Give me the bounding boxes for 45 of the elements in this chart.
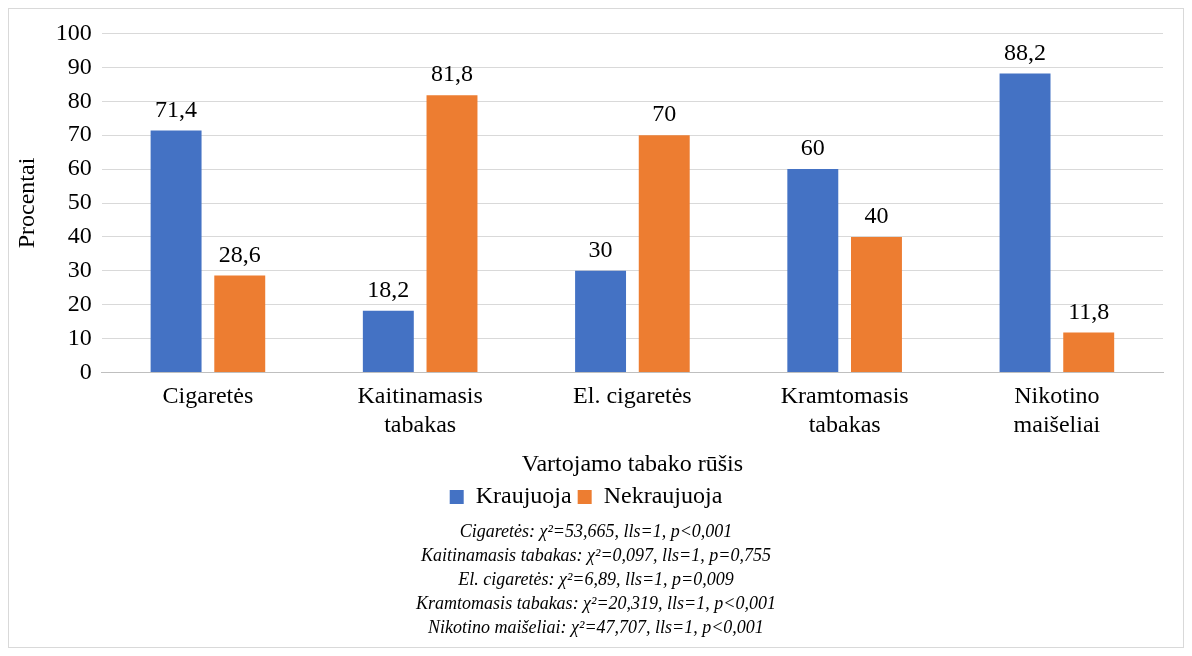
text: Kramtomasis tabakas: χ²=20,319, lls=1, p<0,001 bbox=[415, 592, 777, 615]
y-tick-label: 50 bbox=[67, 188, 92, 215]
bar bbox=[1063, 332, 1115, 373]
bar bbox=[851, 236, 902, 373]
x-axis-title: Vartojamo tabako rūšis bbox=[521, 449, 744, 476]
data-label: 18,2 bbox=[367, 276, 410, 303]
legend-label: Nekraujuoja bbox=[603, 482, 723, 509]
text: Nikotino maišeliai: χ²=47,707, lls=1, p<0,001 bbox=[427, 616, 765, 639]
y-tick-label: 30 bbox=[67, 256, 92, 283]
bar bbox=[214, 275, 266, 373]
y-tick-label: 0 bbox=[79, 357, 92, 384]
bar bbox=[150, 130, 202, 373]
data-label: 70 bbox=[652, 100, 677, 127]
y-tick-label: 40 bbox=[67, 222, 92, 249]
bar bbox=[426, 95, 478, 373]
data-label: 88,2 bbox=[1004, 38, 1047, 65]
y-tick-label: 20 bbox=[67, 290, 92, 317]
bar bbox=[575, 270, 627, 373]
x-tick-label: Kaitinamasis tabakas bbox=[357, 382, 483, 438]
data-label: 30 bbox=[588, 236, 613, 263]
data-label: 11,8 bbox=[1068, 297, 1110, 324]
data-label: 28,6 bbox=[218, 240, 261, 267]
y-tick-label: 60 bbox=[67, 154, 92, 181]
text: El. cigaretės: χ²=6,89, lls=1, p=0,009 bbox=[457, 568, 735, 591]
x-tick-label: Kramtomasis tabakas bbox=[780, 382, 909, 438]
bar bbox=[787, 169, 839, 373]
text: Cigaretės: χ²=53,665, lls=1, p<0,001 bbox=[458, 520, 734, 543]
y-tick-label: 10 bbox=[67, 323, 92, 350]
y-tick-label: 90 bbox=[67, 52, 92, 79]
data-label: 60 bbox=[800, 134, 825, 161]
y-axis-title: Procentai bbox=[12, 157, 39, 249]
bar bbox=[362, 310, 414, 373]
y-tick-label: 80 bbox=[67, 86, 92, 113]
y-tick-label: 100 bbox=[55, 18, 92, 45]
bar bbox=[999, 73, 1051, 373]
x-tick-label: Nikotino maišeliai bbox=[1013, 382, 1101, 438]
data-label: 71,4 bbox=[155, 95, 198, 122]
x-tick-label: Cigaretės bbox=[162, 382, 254, 409]
data-label: 40 bbox=[864, 202, 889, 229]
data-label: 81,8 bbox=[431, 60, 473, 87]
x-tick-label: El. cigaretės bbox=[573, 382, 692, 409]
bar bbox=[638, 135, 690, 373]
y-tick-label: 70 bbox=[67, 120, 92, 147]
text: Kaitinamasis tabakas: χ²=0,097, lls=1, p=0,755 bbox=[420, 544, 772, 567]
legend-label: Kraujuoja bbox=[475, 482, 573, 509]
